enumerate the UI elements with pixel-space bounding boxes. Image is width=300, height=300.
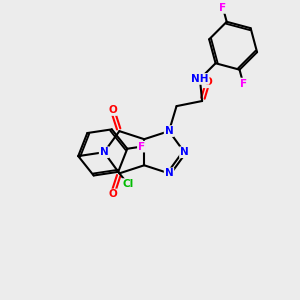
- Text: O: O: [108, 105, 117, 115]
- Text: NH: NH: [191, 74, 209, 84]
- Text: N: N: [100, 147, 108, 157]
- Text: F: F: [240, 79, 247, 88]
- Text: Cl: Cl: [122, 179, 134, 189]
- Text: N: N: [165, 126, 173, 136]
- Text: N: N: [180, 147, 189, 157]
- Text: O: O: [108, 189, 117, 200]
- Text: O: O: [203, 77, 212, 87]
- Text: F: F: [219, 3, 226, 13]
- Text: F: F: [138, 142, 145, 152]
- Text: N: N: [165, 168, 173, 178]
